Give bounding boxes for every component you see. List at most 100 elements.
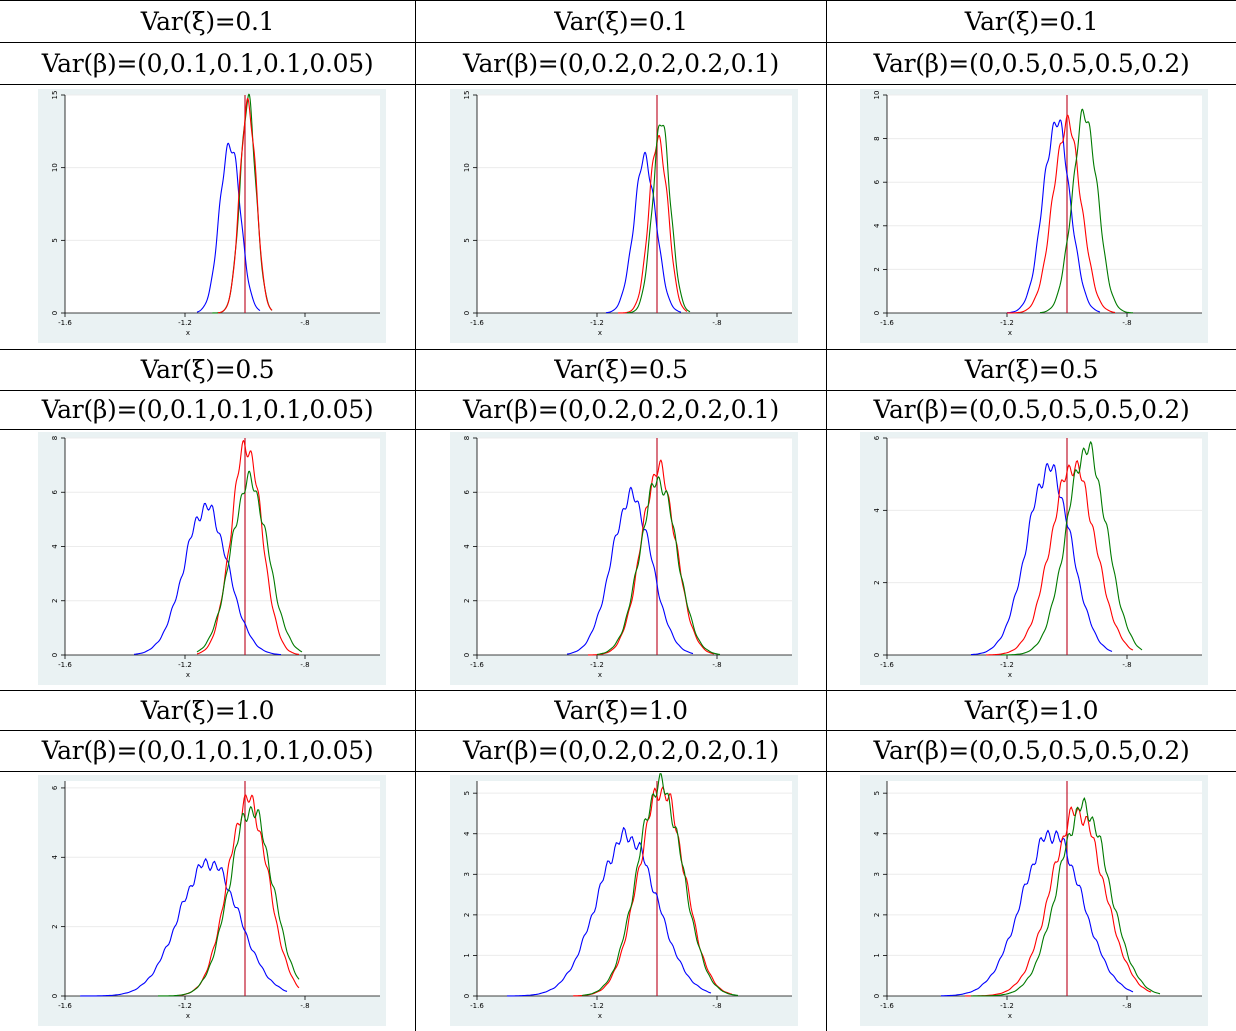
blue-density-curve	[133, 502, 282, 656]
x-axis-label: x	[598, 329, 602, 337]
y-tick-label: 3	[463, 872, 471, 876]
red-density-curve	[617, 134, 688, 314]
plot-area	[887, 438, 1202, 655]
x-tick-label: -.8	[1122, 661, 1131, 669]
table-rule	[0, 42, 1236, 43]
red-density-curve	[964, 806, 1152, 997]
x-axis-label: x	[1008, 329, 1012, 337]
table-rule	[0, 390, 1236, 391]
density-plot: 0 2 4 6 8 -1.6 -1.2 -.8 x	[450, 432, 798, 685]
plot-area	[65, 781, 380, 996]
y-tick-label: 0	[463, 653, 471, 657]
density-plot: 0 1 2 3 4 5 -1.6 -1.2 -.8 x	[450, 773, 798, 1026]
x-axis-label: x	[186, 671, 190, 679]
blue-density-curve	[940, 829, 1134, 997]
y-tick-label: 6	[51, 489, 59, 494]
y-tick-label: 10	[873, 91, 881, 100]
x-axis-label: x	[186, 1012, 190, 1020]
blue-density-curve	[1006, 119, 1101, 314]
x-tick-label: -1.2	[178, 319, 192, 327]
y-tick-label: 2	[51, 599, 59, 603]
blue-density-curve	[566, 486, 694, 655]
y-tick-label: 6	[873, 179, 881, 184]
red-density-curve	[985, 460, 1134, 656]
plot-area	[887, 781, 1202, 996]
y-tick-label: 2	[873, 913, 881, 917]
blue-density-curve	[196, 142, 261, 313]
green-density-curve	[1000, 441, 1143, 656]
x-tick-label: -.8	[1122, 1002, 1131, 1010]
beta-header: Var(β)=(0,0.2,0.2,0.2,0.1)	[463, 395, 779, 424]
xi-header: Var(ξ)=1.0	[964, 696, 1099, 725]
y-tick-label: 5	[873, 791, 881, 795]
x-tick-label: -1.6	[58, 661, 72, 669]
x-tick-label: -.8	[300, 1002, 309, 1010]
y-tick-label: 10	[463, 163, 471, 172]
x-tick-label: -1.6	[58, 1002, 72, 1010]
y-tick-label: 4	[51, 544, 59, 549]
green-density-curve	[971, 797, 1161, 997]
x-tick-label: -1.6	[470, 1002, 484, 1010]
x-tick-label: -1.2	[178, 1002, 192, 1010]
xi-header: Var(ξ)=0.5	[140, 355, 275, 384]
y-tick-label: 2	[873, 267, 881, 271]
table-rule	[0, 0, 1236, 1]
blue-density-curve	[970, 463, 1113, 656]
y-tick-label: 0	[51, 311, 59, 315]
table-rule	[0, 730, 1236, 731]
y-tick-label: 4	[463, 831, 471, 836]
x-tick-label: -1.2	[590, 1002, 604, 1010]
y-tick-label: 0	[463, 311, 471, 315]
xi-header: Var(ξ)=0.1	[554, 7, 688, 36]
beta-header: Var(β)=(0,0.1,0.1,0.1,0.05)	[41, 49, 374, 78]
y-tick-label: 5	[463, 238, 471, 242]
blue-density-curve	[506, 827, 712, 997]
plot-area	[887, 95, 1202, 313]
y-tick-label: 10	[51, 163, 59, 172]
beta-header: Var(β)=(0,0.5,0.5,0.5,0.2)	[873, 736, 1190, 765]
y-tick-label: 3	[873, 872, 881, 876]
y-tick-label: 0	[51, 653, 59, 657]
y-tick-label: 4	[873, 223, 881, 228]
xi-header: Var(ξ)=1.0	[140, 696, 275, 725]
x-tick-label: -1.2	[590, 661, 604, 669]
beta-header: Var(β)=(0,0.5,0.5,0.5,0.2)	[873, 395, 1190, 424]
x-tick-label: -1.6	[470, 661, 484, 669]
y-tick-label: 0	[873, 994, 881, 998]
density-plot: 0 2 4 6 8 10 -1.6 -1.2 -.8 x	[860, 89, 1208, 343]
x-axis-label: x	[598, 1012, 602, 1020]
beta-header: Var(β)=(0,0.2,0.2,0.2,0.1)	[463, 736, 779, 765]
table-rule	[0, 429, 1236, 430]
density-plot: 0 2 4 6 8 -1.6 -1.2 -.8 x	[38, 432, 386, 685]
x-tick-label: -1.2	[590, 319, 604, 327]
y-tick-label: 4	[873, 831, 881, 836]
beta-header: Var(β)=(0,0.5,0.5,0.5,0.2)	[873, 49, 1190, 78]
x-tick-label: -.8	[300, 319, 309, 327]
plot-area	[65, 95, 380, 313]
green-density-curve	[196, 470, 303, 653]
x-tick-label: -.8	[712, 1002, 721, 1010]
x-tick-label: -1.2	[178, 661, 192, 669]
y-tick-label: 8	[51, 436, 59, 440]
x-tick-label: -1.6	[470, 319, 484, 327]
y-tick-label: 6	[463, 489, 471, 494]
y-tick-label: 8	[873, 136, 881, 140]
y-tick-label: 0	[463, 994, 471, 998]
xi-header: Var(ξ)=1.0	[554, 696, 688, 725]
table-rule	[0, 349, 1236, 350]
density-plot: 0 1 2 3 4 5 -1.6 -1.2 -.8 x	[860, 775, 1208, 1026]
xi-header: Var(ξ)=0.5	[964, 355, 1099, 384]
table-rule	[826, 0, 827, 1031]
y-tick-label: 6	[51, 785, 59, 790]
y-tick-label: 2	[463, 913, 471, 917]
x-tick-label: -.8	[300, 661, 309, 669]
table-rule	[0, 690, 1236, 691]
beta-header: Var(β)=(0,0.1,0.1,0.1,0.05)	[41, 395, 374, 424]
density-plot: 0 5 10 15 -1.6 -1.2 -.8 x	[38, 89, 386, 343]
green-density-curve	[596, 476, 721, 655]
x-axis-label: x	[1008, 671, 1012, 679]
y-tick-label: 4	[51, 855, 59, 860]
density-plot: 0 2 4 6 -1.6 -1.2 -.8 x	[860, 432, 1208, 685]
y-tick-label: 2	[463, 599, 471, 603]
